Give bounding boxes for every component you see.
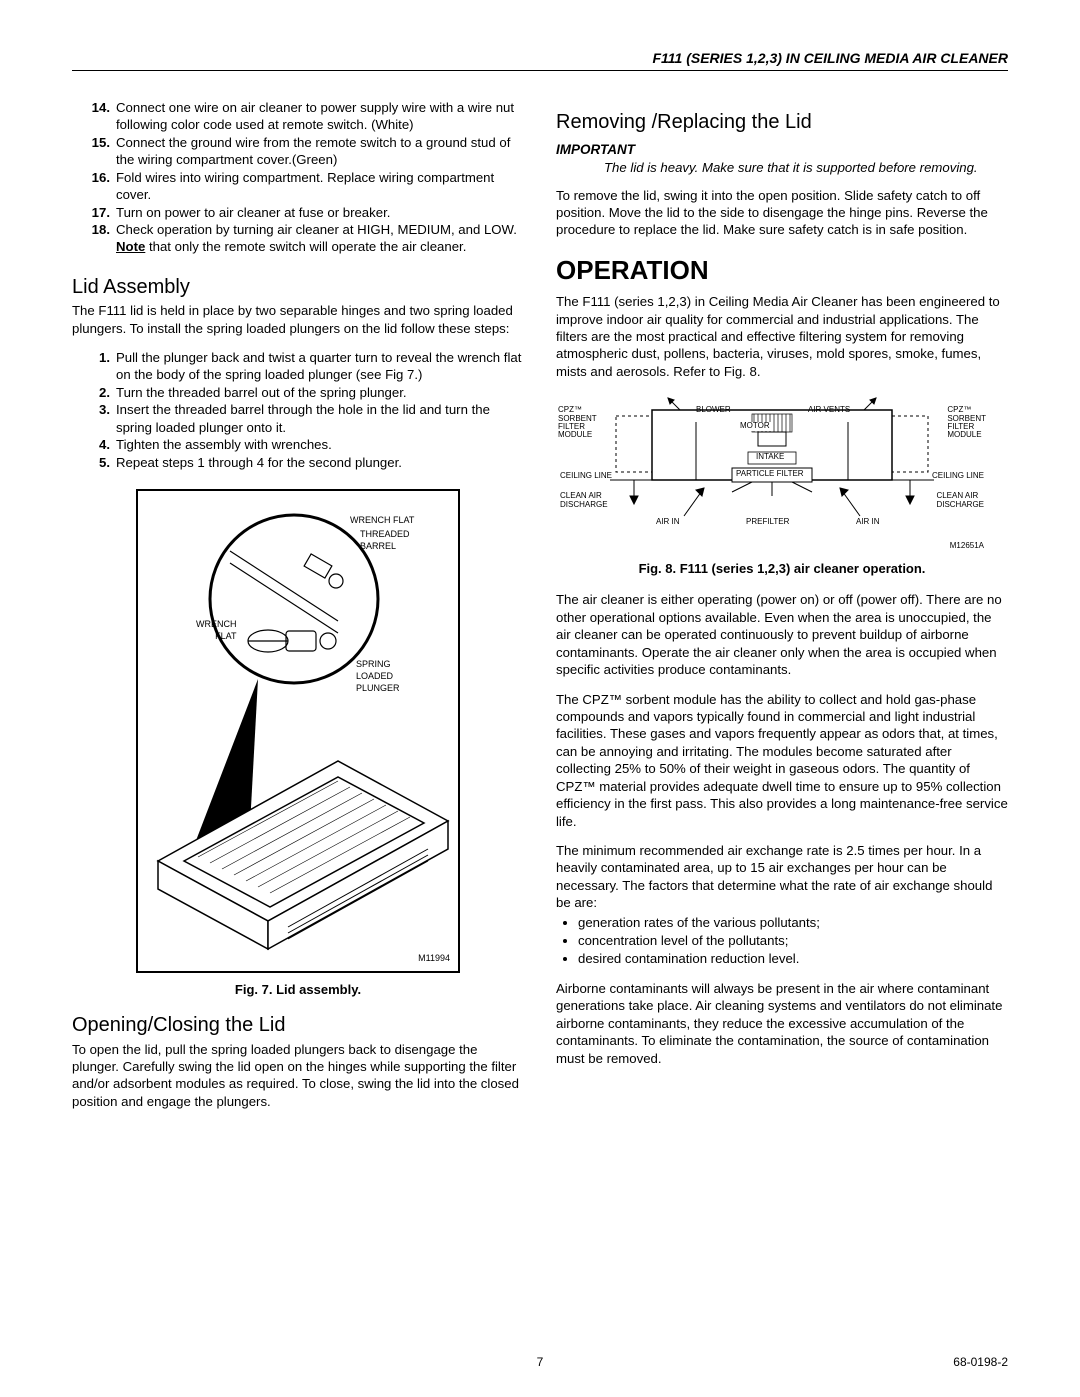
fig7-label-threaded-barrel: THREADED BARREL — [360, 529, 410, 553]
fig8-cpz-right: CPZ™ SORBENT FILTER MODULE — [947, 406, 986, 440]
fig8-ceiling-l: CEILING LINE — [560, 472, 612, 480]
fig8-air-vents: AIR VENTS — [808, 406, 850, 414]
figure-8-caption: Fig. 8. F111 (series 1,2,3) air cleaner … — [556, 560, 1008, 577]
operation-p5: Airborne contaminants will always be pre… — [556, 980, 1008, 1067]
operation-p3: The CPZ™ sorbent module has the ability … — [556, 691, 1008, 830]
fig7-label-wrench-flat: WRENCH FLAT — [350, 515, 414, 527]
doc-number: 68-0198-2 — [953, 1355, 1008, 1369]
fig8-motor: MOTOR — [738, 422, 772, 430]
fig8-blower: BLOWER — [696, 406, 731, 414]
install-steps-continued: 14.Connect one wire on air cleaner to po… — [72, 99, 524, 256]
figure-7: WRENCH FLAT THREADED BARREL WRENCH FLAT … — [136, 489, 460, 973]
fig8-air-in-r: AIR IN — [856, 518, 880, 526]
lid-assembly-heading: Lid Assembly — [72, 274, 524, 300]
page-number: 7 — [72, 1355, 1008, 1369]
fig8-cpz-left: CPZ™ SORBENT FILTER MODULE — [558, 406, 597, 440]
important-body: The lid is heavy. Make sure that it is s… — [604, 159, 1008, 176]
fig8-particle: PARTICLE FILTER — [736, 470, 804, 478]
lid-assembly-intro: The F111 lid is held in place by two sep… — [72, 302, 524, 337]
page-footer: 7 68-0198-2 — [72, 1355, 1008, 1369]
fig8-intake: INTAKE — [756, 453, 784, 461]
operation-p4: The minimum recommended air exchange rat… — [556, 842, 1008, 912]
operation-p2: The air cleaner is either operating (pow… — [556, 591, 1008, 678]
fig7-label-spring-plunger: SPRING LOADED PLUNGER — [356, 659, 400, 695]
figure-7-caption: Fig. 7. Lid assembly. — [72, 981, 524, 998]
right-column: Removing /Replacing the Lid IMPORTANT Th… — [556, 99, 1008, 1122]
exchange-factors: generation rates of the various pollutan… — [556, 914, 1008, 968]
fig8-prefilter: PREFILTER — [746, 518, 789, 526]
fig8-clean-l: CLEAN AIR DISCHARGE — [560, 492, 608, 509]
fig8-ceiling-r: CEILING LINE — [932, 472, 984, 480]
fig8-air-in-l: AIR IN — [656, 518, 680, 526]
fig8-code: M12651A — [950, 542, 984, 550]
opening-closing-heading: Opening/Closing the Lid — [72, 1012, 524, 1038]
removing-replacing-heading: Removing /Replacing the Lid — [556, 109, 1008, 135]
operation-heading: OPERATION — [556, 253, 1008, 287]
removing-body: To remove the lid, swing it into the ope… — [556, 187, 1008, 239]
important-label: IMPORTANT — [556, 141, 1008, 159]
operation-p1: The F111 (series 1,2,3) in Ceiling Media… — [556, 293, 1008, 380]
fig7-label-wrench-flat-2: WRENCH FLAT — [196, 619, 237, 643]
fig8-clean-r: CLEAN AIR DISCHARGE — [936, 492, 984, 509]
left-column: 14.Connect one wire on air cleaner to po… — [72, 99, 524, 1122]
opening-closing-body: To open the lid, pull the spring loaded … — [72, 1041, 524, 1111]
page-header: F111 (SERIES 1,2,3) IN CEILING MEDIA AIR… — [72, 50, 1008, 71]
fig7-code: M11994 — [418, 953, 450, 965]
figure-8: CPZ™ SORBENT FILTER MODULE CPZ™ SORBENT … — [556, 392, 988, 552]
lid-assembly-steps: 1.Pull the plunger back and twist a quar… — [72, 349, 524, 471]
